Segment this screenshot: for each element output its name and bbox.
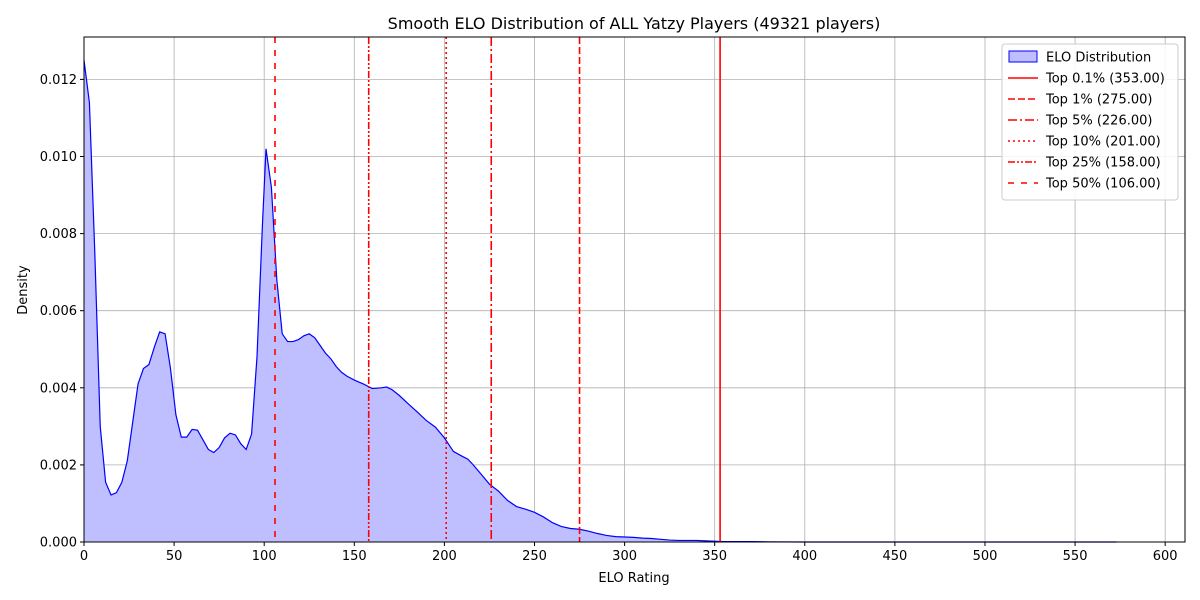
legend-label: ELO Distribution [1046, 51, 1151, 66]
x-tick-label: 50 [166, 549, 183, 564]
y-tick-label: 0.002 [40, 458, 77, 473]
x-tick-label: 250 [522, 549, 547, 564]
y-tick-label: 0.012 [40, 73, 77, 88]
threshold-lines [274, 37, 721, 542]
x-tick-label: 450 [882, 549, 907, 564]
y-axis-label: Density [16, 265, 31, 315]
y-tick-label: 0.004 [40, 381, 77, 396]
x-tick-label: 150 [342, 549, 367, 564]
legend-label: Top 25% (158.00) [1045, 156, 1161, 171]
x-axis-ticks: 0 50 100 150 200 250 300 350 400 450 500 550 600 [80, 542, 1178, 564]
y-tick-label: 0.006 [40, 304, 77, 319]
x-tick-label: 300 [612, 549, 637, 564]
x-tick-label: 500 [973, 549, 998, 564]
legend-label: Top 50% (106.00) [1045, 177, 1161, 192]
density-line [83, 60, 1117, 543]
legend-label: Top 0.1% (353.00) [1045, 72, 1165, 87]
x-tick-label: 0 [80, 549, 88, 564]
x-tick-label: 550 [1063, 549, 1088, 564]
legend-swatch-area [1008, 50, 1038, 63]
plot-area [83, 60, 1117, 543]
y-tick-label: 0.010 [40, 150, 77, 165]
legend-label: Top 1% (275.00) [1045, 93, 1152, 108]
chart-title: Smooth ELO Distribution of ALL Yatzy Pla… [388, 14, 881, 33]
x-tick-label: 200 [432, 549, 457, 564]
x-tick-label: 600 [1153, 549, 1178, 564]
y-tick-label: 0.000 [40, 536, 77, 551]
axes-frame [83, 36, 1186, 543]
density-area [84, 60, 1117, 542]
legend-label: Top 5% (226.00) [1045, 114, 1152, 129]
x-tick-label: 400 [792, 549, 817, 564]
legend-label: Top 10% (201.00) [1045, 135, 1161, 150]
y-axis-ticks: 0.000 0.002 0.004 0.006 0.008 0.010 0.012 [40, 73, 84, 551]
x-axis-label: ELO Rating [598, 571, 669, 586]
y-tick-label: 0.008 [40, 227, 77, 242]
x-tick-label: 100 [252, 549, 277, 564]
legend-box [1001, 43, 1179, 201]
x-tick-label: 350 [702, 549, 727, 564]
legend: ELO Distribution Top 0.1% (353.00) Top 1% … [1001, 43, 1179, 201]
